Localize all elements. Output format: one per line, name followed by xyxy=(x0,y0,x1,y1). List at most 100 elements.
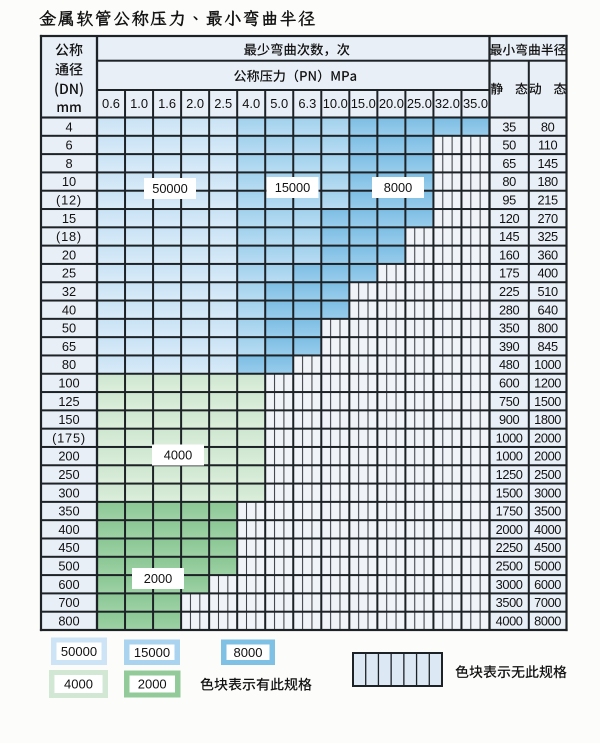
svg-text:8000: 8000 xyxy=(234,645,263,660)
svg-text:10: 10 xyxy=(62,174,76,189)
svg-text:15000: 15000 xyxy=(134,645,170,660)
svg-text:700: 700 xyxy=(58,595,79,610)
svg-text:1250: 1250 xyxy=(496,467,523,482)
svg-text:3500: 3500 xyxy=(534,504,561,519)
svg-text:80: 80 xyxy=(541,119,555,134)
svg-text:450: 450 xyxy=(58,540,79,555)
svg-text:4500: 4500 xyxy=(534,540,561,555)
svg-text:390: 390 xyxy=(499,339,519,354)
svg-text:2000: 2000 xyxy=(144,571,172,586)
svg-text:100: 100 xyxy=(58,376,79,391)
svg-text:15000: 15000 xyxy=(275,180,311,195)
svg-text:15: 15 xyxy=(62,211,76,226)
svg-text:80: 80 xyxy=(62,357,76,372)
svg-text:2000: 2000 xyxy=(534,449,561,464)
svg-text:1500: 1500 xyxy=(534,394,561,409)
svg-text:160: 160 xyxy=(499,247,519,262)
svg-text:1.6: 1.6 xyxy=(158,96,176,111)
svg-text:6.3: 6.3 xyxy=(298,96,316,111)
svg-text:600: 600 xyxy=(499,376,519,391)
svg-text:50: 50 xyxy=(62,321,76,336)
svg-text:4000: 4000 xyxy=(534,522,561,537)
svg-text:145: 145 xyxy=(538,156,558,171)
svg-text:6: 6 xyxy=(65,138,72,153)
svg-text:4000: 4000 xyxy=(64,677,93,692)
svg-text:400: 400 xyxy=(538,266,558,281)
svg-text:4.0: 4.0 xyxy=(242,96,260,111)
svg-text:35.0: 35.0 xyxy=(463,96,488,111)
svg-text:500: 500 xyxy=(58,559,79,574)
svg-text:8000: 8000 xyxy=(534,614,561,629)
svg-text:800: 800 xyxy=(538,321,558,336)
svg-text:150: 150 xyxy=(58,412,79,427)
svg-text:1800: 1800 xyxy=(534,412,561,427)
svg-text:125: 125 xyxy=(58,394,79,409)
svg-text:280: 280 xyxy=(499,302,519,317)
svg-text:3500: 3500 xyxy=(496,595,523,610)
svg-text:6000: 6000 xyxy=(534,577,561,592)
svg-text:120: 120 xyxy=(499,211,519,226)
svg-text:215: 215 xyxy=(538,193,558,208)
svg-text:250: 250 xyxy=(58,467,79,482)
svg-text:750: 750 xyxy=(499,394,519,409)
svg-text:325: 325 xyxy=(538,229,558,244)
svg-text:50: 50 xyxy=(502,138,516,153)
svg-text:300: 300 xyxy=(58,485,79,500)
svg-text:800: 800 xyxy=(58,614,79,629)
svg-text:25: 25 xyxy=(62,266,76,281)
svg-text:845: 845 xyxy=(538,339,558,354)
svg-text:200: 200 xyxy=(58,449,79,464)
svg-text:65: 65 xyxy=(502,156,516,171)
svg-text:3000: 3000 xyxy=(496,577,523,592)
svg-text:2.0: 2.0 xyxy=(186,96,204,111)
svg-text:(12): (12) xyxy=(56,193,82,208)
svg-text:175: 175 xyxy=(499,266,519,281)
svg-text:480: 480 xyxy=(499,357,519,372)
svg-text:20.0: 20.0 xyxy=(379,96,404,111)
svg-text:400: 400 xyxy=(58,522,79,537)
svg-text:7000: 7000 xyxy=(534,595,561,610)
svg-text:25.0: 25.0 xyxy=(407,96,432,111)
svg-text:50000: 50000 xyxy=(152,181,188,196)
svg-text:5.0: 5.0 xyxy=(270,96,288,111)
svg-text:95: 95 xyxy=(502,193,516,208)
svg-text:110: 110 xyxy=(538,138,557,153)
svg-text:32: 32 xyxy=(62,284,76,299)
svg-text:(18): (18) xyxy=(56,229,82,244)
svg-text:350: 350 xyxy=(499,321,519,336)
svg-text:2000: 2000 xyxy=(534,430,561,445)
svg-text:600: 600 xyxy=(58,577,79,592)
svg-text:1000: 1000 xyxy=(534,357,561,372)
svg-text:3000: 3000 xyxy=(534,485,561,500)
svg-text:40: 40 xyxy=(62,302,76,317)
svg-text:10.0: 10.0 xyxy=(323,96,348,111)
svg-text:270: 270 xyxy=(538,211,558,226)
svg-text:510: 510 xyxy=(538,284,558,299)
svg-text:1000: 1000 xyxy=(496,449,523,464)
svg-text:50000: 50000 xyxy=(61,644,97,659)
svg-text:1.0: 1.0 xyxy=(130,96,148,111)
svg-text:2500: 2500 xyxy=(496,559,523,574)
svg-text:5000: 5000 xyxy=(534,559,561,574)
svg-text:65: 65 xyxy=(62,339,76,354)
svg-text:4000: 4000 xyxy=(496,614,523,629)
svg-text:350: 350 xyxy=(58,504,79,519)
svg-text:4000: 4000 xyxy=(164,448,192,463)
svg-text:2000: 2000 xyxy=(138,677,167,692)
svg-text:1200: 1200 xyxy=(534,376,561,391)
svg-text:1750: 1750 xyxy=(496,504,523,519)
svg-text:640: 640 xyxy=(538,302,558,317)
svg-text:2250: 2250 xyxy=(496,540,523,555)
svg-text:180: 180 xyxy=(538,174,558,189)
svg-text:20: 20 xyxy=(62,247,76,262)
svg-text:4: 4 xyxy=(65,119,72,134)
svg-text:15.0: 15.0 xyxy=(351,96,376,111)
svg-text:1500: 1500 xyxy=(496,485,523,500)
svg-text:0.6: 0.6 xyxy=(102,96,120,111)
svg-text:32.0: 32.0 xyxy=(435,96,460,111)
svg-text:8000: 8000 xyxy=(384,180,412,195)
svg-text:80: 80 xyxy=(502,174,516,189)
svg-text:145: 145 xyxy=(499,229,519,244)
svg-text:35: 35 xyxy=(502,119,516,134)
svg-text:2500: 2500 xyxy=(534,467,561,482)
